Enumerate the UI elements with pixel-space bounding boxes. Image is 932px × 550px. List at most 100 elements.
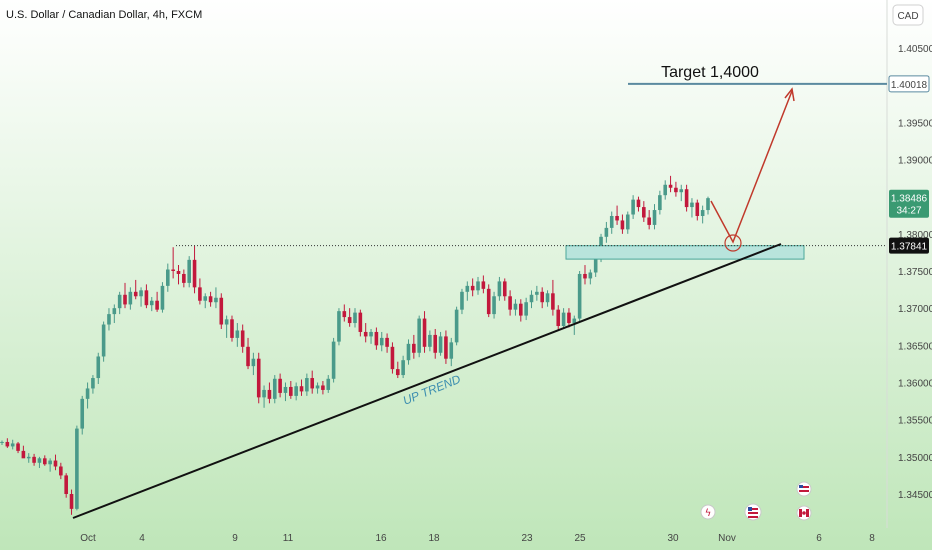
candle-body <box>48 460 52 465</box>
candle-body <box>658 195 662 211</box>
candle-body <box>668 184 673 188</box>
axes-group: 1.40500 1.39500 1.39000 1.38000 1.37500 1.370… <box>80 44 932 544</box>
candle-body <box>642 207 646 218</box>
candle-body <box>502 281 507 297</box>
candle-body <box>535 291 539 295</box>
candle-body <box>59 466 63 476</box>
candle-body <box>187 259 191 283</box>
candle-body <box>262 389 266 398</box>
candle-body <box>331 341 336 379</box>
candle-body <box>176 271 181 274</box>
svg-text:ϟ: ϟ <box>705 508 712 519</box>
x-tick-label: 4 <box>139 533 145 544</box>
candle-body <box>289 386 293 396</box>
candle-body <box>572 318 577 324</box>
candle-body <box>75 428 79 509</box>
candle-body <box>64 475 68 494</box>
candle-body <box>620 220 625 230</box>
support-price-tag <box>889 237 929 254</box>
us-flag-icon-top[interactable] <box>796 481 812 497</box>
candle-body <box>198 287 202 301</box>
chart-title: U.S. Dollar / Canadian Dollar, 4h, FXCM <box>6 9 202 21</box>
projection-arrow[interactable] <box>710 90 793 244</box>
candle-body <box>128 291 133 305</box>
uptrend-line[interactable] <box>72 243 782 519</box>
candle-body <box>508 296 512 310</box>
y-tick-label: 1.39500 <box>898 118 932 129</box>
currency-button[interactable]: CAD <box>892 4 924 26</box>
candle-body <box>647 217 651 225</box>
y-tick-label: 1.36000 <box>898 379 932 390</box>
earnings-icon[interactable]: ϟ <box>700 504 716 520</box>
y-tick-label: 1.35000 <box>898 453 932 464</box>
candle-body <box>278 378 282 393</box>
y-tick-label: 1.37500 <box>898 267 932 278</box>
canada-flag-icon[interactable] <box>796 505 812 521</box>
candle-body <box>240 330 245 347</box>
candle-body <box>310 378 315 389</box>
candle-body <box>674 187 678 193</box>
candle-body <box>208 296 213 303</box>
candle-body <box>363 331 368 337</box>
last-price-tag <box>889 189 929 218</box>
candle-body <box>219 297 224 325</box>
candle-body <box>379 337 384 346</box>
y-tick-label: 1.36500 <box>898 341 932 352</box>
y-tick-label: 1.35500 <box>898 416 932 427</box>
candle-body <box>133 291 138 297</box>
target-price-label: 1.40018 <box>891 80 928 91</box>
x-tick-label: 11 <box>283 533 294 544</box>
candle-body <box>401 360 405 376</box>
candle-body <box>369 331 373 337</box>
candle-body <box>481 281 486 289</box>
candle-body <box>428 334 432 347</box>
candle-body <box>16 443 20 451</box>
candle-body <box>112 308 117 315</box>
candle-body <box>454 309 459 343</box>
candle-body <box>342 311 347 318</box>
candle-body <box>353 312 357 324</box>
candle-body <box>636 199 641 208</box>
candle-body <box>117 294 122 309</box>
candle-body <box>5 441 10 447</box>
candle-body <box>695 202 700 216</box>
candle-body <box>283 386 288 393</box>
candle-body <box>449 342 454 359</box>
candle-body <box>123 294 127 305</box>
candle-body <box>395 369 400 376</box>
candle-body <box>588 272 593 279</box>
countdown-label: 34:27 <box>896 206 921 217</box>
candle-body <box>417 318 421 353</box>
currency-label: CAD <box>897 11 918 22</box>
candle-body <box>91 378 95 389</box>
support-zone[interactable] <box>565 245 805 260</box>
candle-body <box>567 312 571 324</box>
target-label: Target 1,4000 <box>661 64 759 81</box>
candle-body <box>337 311 341 342</box>
support-price-label: 1.37841 <box>891 242 928 253</box>
candle-body <box>706 198 710 211</box>
candle-body <box>524 302 528 316</box>
candle-body <box>101 324 106 357</box>
y-tick-label: 1.38000 <box>898 230 932 241</box>
us-flag-icon[interactable] <box>744 503 762 521</box>
y-tick-label: 1.37000 <box>898 304 932 315</box>
candle-body <box>182 273 186 283</box>
candle-body <box>21 450 26 459</box>
y-tick-label: 1.39000 <box>898 156 932 167</box>
candle-body <box>593 257 598 273</box>
candle-body <box>358 312 363 332</box>
candle-body <box>256 358 261 398</box>
y-tick-label: 1.40500 <box>898 44 932 55</box>
candle-body <box>444 336 448 359</box>
candle-body <box>326 378 331 390</box>
candle-body <box>470 285 475 291</box>
candle-body <box>583 273 587 279</box>
candle-body <box>513 303 518 310</box>
candle-body <box>235 330 240 338</box>
candle-body <box>171 269 175 271</box>
candle-body <box>412 343 416 353</box>
